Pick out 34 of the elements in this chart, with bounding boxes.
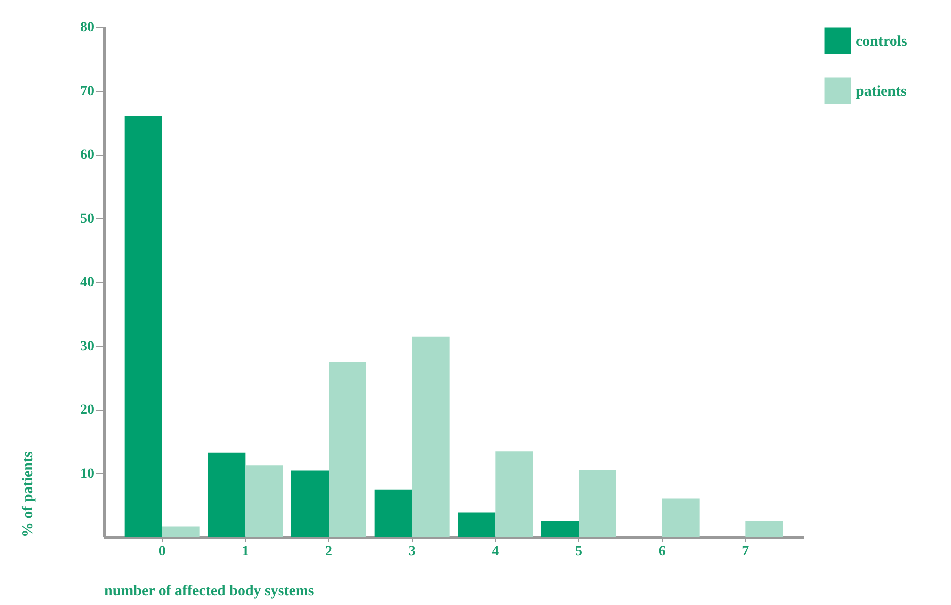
bar [542, 521, 579, 537]
x-tick-label: 4 [492, 544, 500, 560]
legend-label: patients [856, 84, 907, 100]
y-tick-label: 50 [80, 212, 94, 227]
bar [662, 498, 700, 537]
bar [374, 490, 412, 537]
x-tick-label: 0 [158, 544, 166, 560]
legend-label: controls [856, 34, 908, 50]
y-tick-label: 10 [80, 466, 94, 482]
y-tick-label: 60 [80, 148, 94, 163]
y-tick-label: 30 [80, 339, 94, 354]
x-tick-label: 6 [658, 544, 666, 560]
bar [246, 466, 284, 537]
y-tick-label: 40 [80, 276, 94, 290]
y-tick-label: 80 [80, 20, 94, 36]
x-tick-label: 5 [576, 544, 582, 560]
y-tick-label: 20 [80, 403, 94, 418]
y-tick-label: 70 [80, 84, 94, 100]
bar [292, 470, 329, 537]
bar [162, 526, 200, 537]
y-axis-title: % of patients [20, 452, 36, 538]
x-tick-label: 7 [742, 544, 750, 560]
bar [579, 470, 616, 537]
bar [208, 452, 246, 537]
x-tick-label: 3 [408, 544, 416, 560]
bar [329, 362, 366, 537]
bar [746, 521, 784, 537]
bar [412, 336, 450, 537]
bar [124, 116, 162, 537]
x-tick-label: 2 [326, 544, 332, 560]
x-axis-title: number of affected body systems [104, 584, 314, 600]
bar [496, 452, 534, 537]
x-tick-label: 1 [242, 544, 250, 560]
bar [458, 512, 496, 537]
